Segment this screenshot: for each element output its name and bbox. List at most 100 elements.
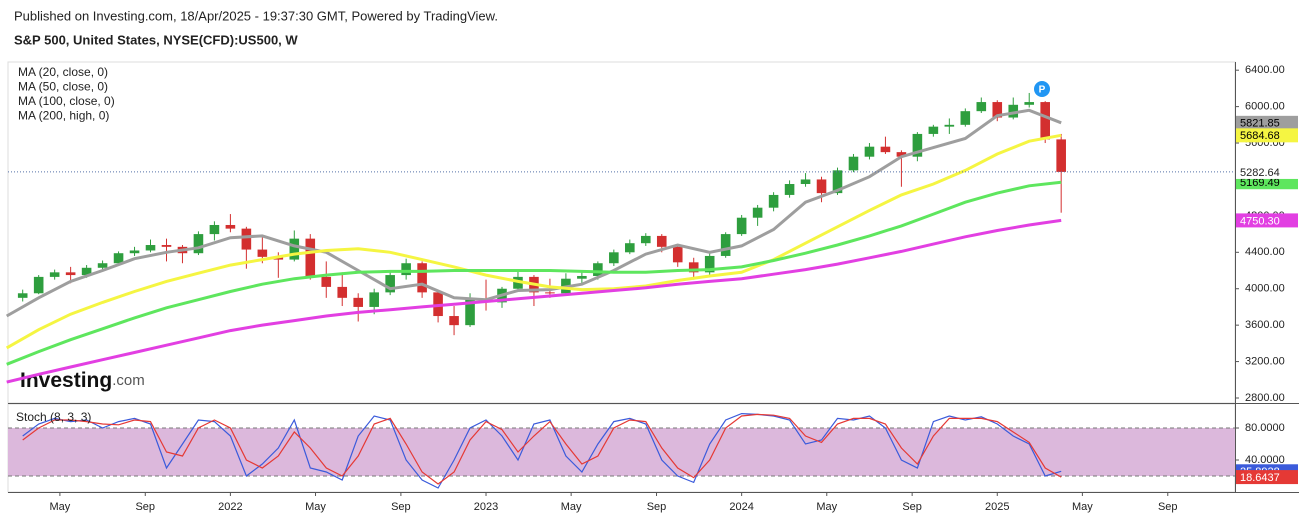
y-tick-label: 6400.00 (1245, 64, 1285, 76)
series-last-label: 4750.30 (1240, 215, 1280, 227)
stoch-last-label: 18.6437 (1240, 472, 1280, 484)
series-last-label-bg (1236, 115, 1298, 130)
x-tick-label: Sep (1158, 501, 1178, 513)
logo-brand: Investing (20, 369, 112, 392)
candle-body (241, 228, 252, 250)
x-tick-label: May (1072, 501, 1093, 513)
candle-body (337, 286, 348, 298)
publish-header: Published on Investing.com, 18/Apr/2025 … (14, 8, 498, 23)
candle-body (625, 243, 635, 253)
x-tick-label: 2022 (218, 501, 242, 513)
legend-entry: MA (50, close, 0) (18, 80, 108, 94)
candle-body (912, 133, 923, 157)
candle-body (145, 245, 156, 251)
candle-body (609, 252, 619, 264)
candle-body (81, 267, 92, 276)
x-tick-label: Sep (647, 501, 667, 513)
candle-body (33, 276, 44, 294)
candle-body (752, 207, 763, 218)
chart-title: S&P 500, United States, NYSE(CFD):US500,… (14, 32, 298, 47)
candle-body (720, 234, 731, 256)
series-last-label: 5684.68 (1240, 130, 1280, 142)
moving-average-line (5, 108, 1062, 318)
candle-body (417, 263, 427, 293)
candle-body (784, 184, 795, 195)
stoch-last-label-bg (1236, 470, 1298, 485)
candle-body (225, 224, 236, 229)
candle-body (1040, 102, 1050, 140)
candle-body (65, 272, 76, 276)
candle-body (896, 152, 907, 157)
candle-body (289, 238, 300, 260)
candle-body (832, 170, 843, 194)
event-marker[interactable] (1034, 81, 1050, 97)
x-tick-label: 2025 (985, 501, 1009, 513)
y-tick-label: 4400.00 (1245, 246, 1285, 258)
candle-body (465, 298, 475, 326)
y-tick-label: 40.0000 (1245, 454, 1285, 466)
moving-average-line (5, 133, 1062, 350)
candle-body (688, 262, 699, 273)
candle-body (704, 255, 715, 273)
legend-entry: MA (20, close, 0) (18, 65, 108, 79)
x-tick-label: May (50, 501, 71, 513)
candle-body (577, 275, 587, 279)
indicator-title: Stoch (8, 3, 3) (16, 410, 91, 424)
candle-body (193, 234, 204, 254)
candle-body (321, 276, 332, 287)
y-tick-label: 3600.00 (1245, 319, 1285, 331)
logo: Investing.com (20, 369, 145, 392)
candle-body (1024, 102, 1035, 105)
candle-body (816, 179, 827, 194)
candle-body (545, 292, 555, 294)
legend-entry: MA (200, high, 0) (18, 109, 109, 123)
x-tick-label: Sep (902, 501, 922, 513)
logo-suffix: .com (112, 372, 145, 389)
candle-body (768, 194, 779, 208)
candle-body (976, 102, 987, 112)
candle-body (864, 146, 875, 157)
candle-body (992, 102, 1003, 118)
x-tick-label: May (561, 501, 582, 513)
candle-body (97, 263, 108, 268)
candle-body (129, 250, 140, 254)
x-tick-label: May (305, 501, 326, 513)
series-last-label: 5821.85 (1240, 118, 1280, 130)
candle-body (17, 293, 28, 298)
y-tick-label: 4000.00 (1245, 283, 1285, 295)
candle-body (369, 292, 379, 307)
candle-body (656, 235, 667, 247)
series-last-label: 5169.49 (1240, 177, 1280, 189)
y-tick-label: 2800.00 (1245, 392, 1285, 404)
last-price-tag-bg (1236, 164, 1298, 179)
last-price-label: 5282.64 (1240, 167, 1280, 179)
y-tick-label: 80.0000 (1245, 422, 1285, 434)
candle-body (113, 253, 124, 264)
moving-average-line (6, 218, 1062, 384)
candle-body (736, 217, 747, 235)
candle-body (880, 146, 891, 153)
stoch-band (8, 428, 1235, 476)
candle-body (209, 224, 220, 235)
plot-layer: 6400.006000.005600.005200.004800.004400.… (5, 64, 1298, 513)
candle-body (385, 275, 395, 293)
candle-body (848, 156, 859, 171)
candle-body (449, 316, 459, 326)
legend-entry: MA (100, close, 0) (18, 94, 115, 108)
candle-body (305, 238, 316, 277)
candle-body (1008, 104, 1019, 118)
candle-body (800, 179, 811, 185)
candle-body (928, 126, 939, 134)
candle-body (640, 235, 651, 244)
stoch-line (22, 413, 1062, 485)
price-panel (7, 61, 1236, 404)
candle-body (944, 124, 955, 127)
event-marker-label: P (1039, 85, 1046, 96)
candle-body (257, 249, 268, 257)
candle-body (161, 245, 172, 247)
x-tick-label: Sep (391, 501, 411, 513)
moving-average-line (6, 180, 1062, 366)
candle-body (401, 263, 411, 276)
x-tick-label: Sep (135, 501, 155, 513)
